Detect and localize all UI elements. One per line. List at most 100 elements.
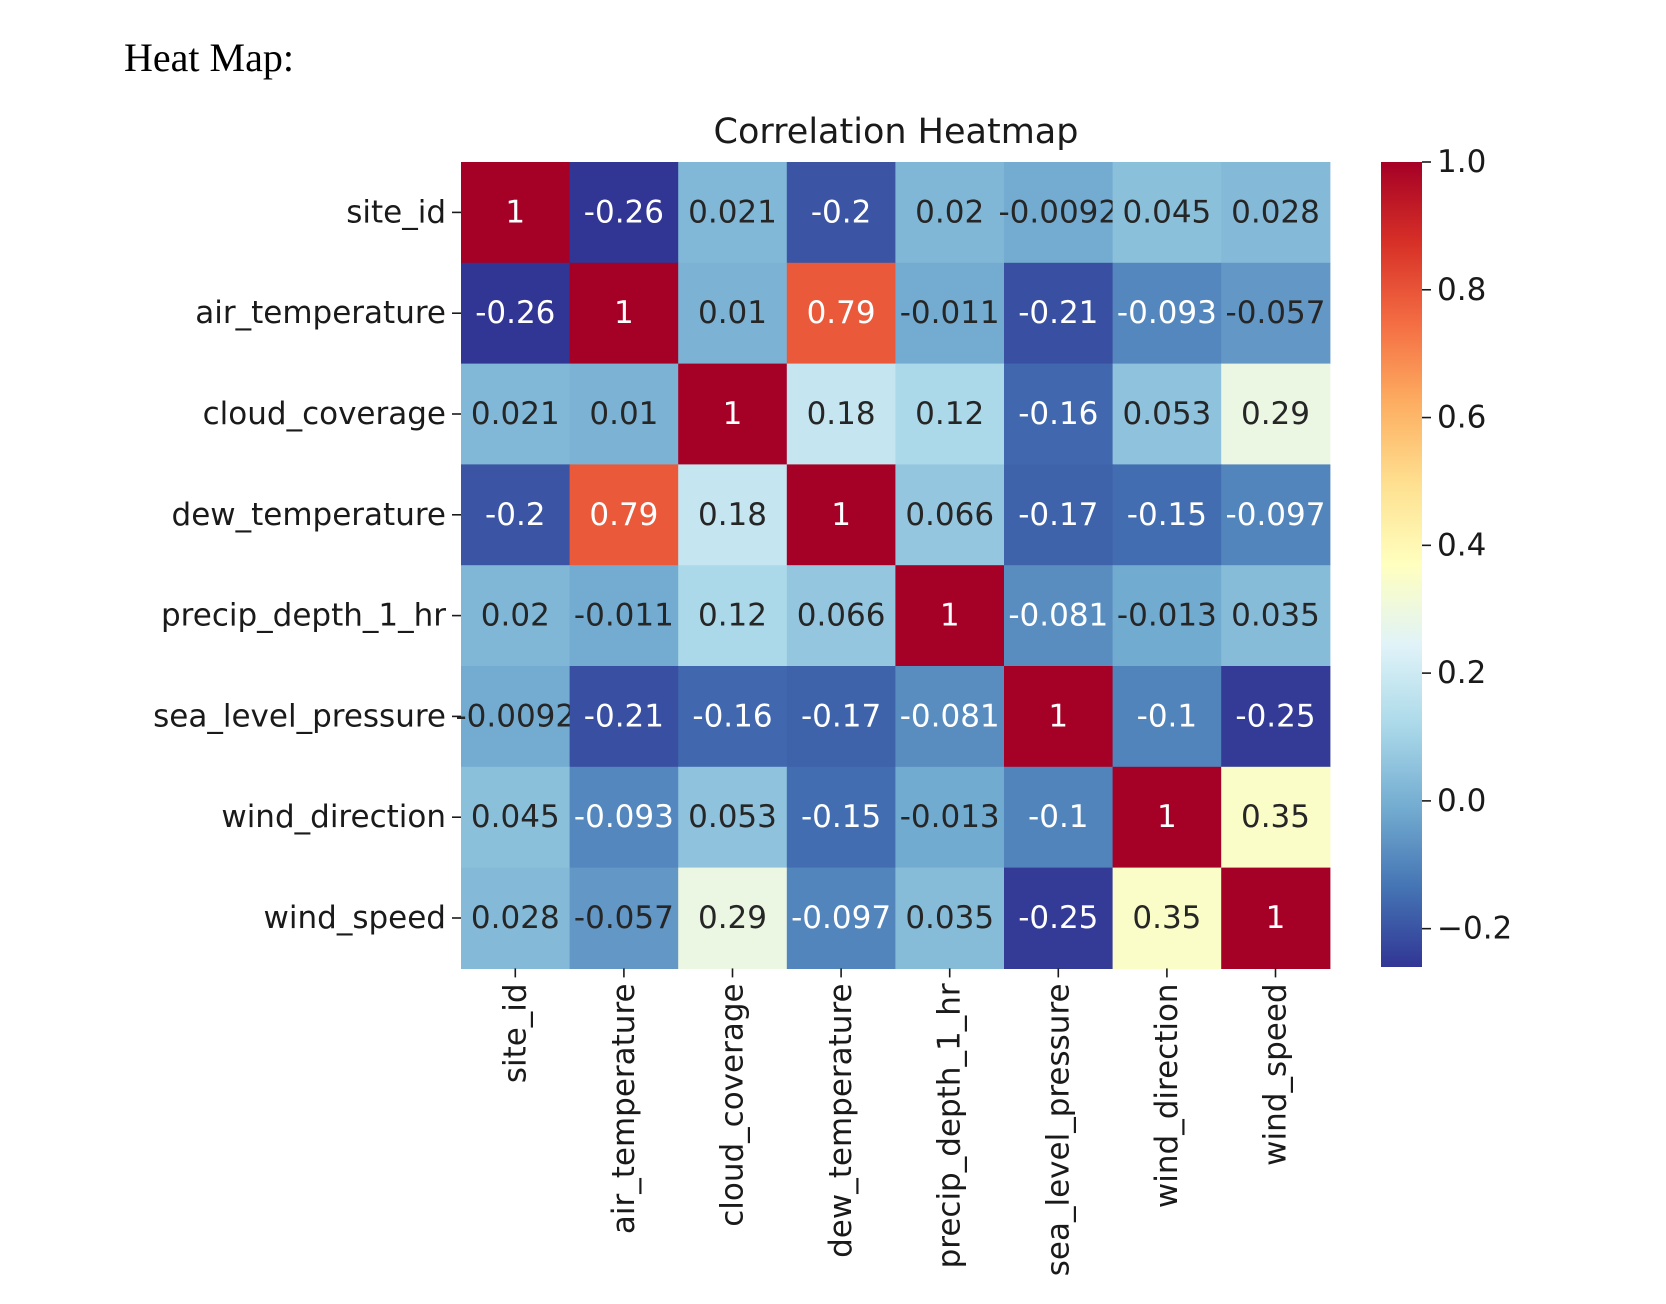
heatmap-cell-sea_level_pressure-air_temperature xyxy=(569,666,679,768)
cell-annotation: 0.29 xyxy=(698,900,767,936)
cell-annotation: 0.35 xyxy=(1132,900,1201,936)
heatmap-cell-wind_speed-wind_direction xyxy=(1112,867,1222,969)
heatmap-cell-wind_direction-precip_depth_1_hr xyxy=(895,766,1005,869)
cell-annotation: 0.021 xyxy=(471,396,560,432)
heatmap-cell-wind_speed-site_id xyxy=(461,867,571,969)
row-label-dew_temperature: dew_temperature xyxy=(172,497,446,533)
heatmap-cell-cloud_coverage-wind_speed xyxy=(1221,363,1331,465)
heatmap-cell-site_id-sea_level_pressure xyxy=(1004,162,1114,264)
heatmap-cell-cloud_coverage-dew_temperature xyxy=(786,363,896,465)
cell-annotation: 1 xyxy=(1266,900,1286,936)
colorbar-tick-label: 0.0 xyxy=(1437,783,1486,819)
cell-annotation: -0.097 xyxy=(791,900,891,936)
heatmap-cell-cloud_coverage-site_id xyxy=(461,363,571,465)
heatmap-cell-wind_direction-sea_level_pressure xyxy=(1004,766,1114,869)
cell-annotation: -0.093 xyxy=(574,799,674,835)
colorbar-tick-label: 0.4 xyxy=(1437,527,1486,563)
heatmap-cell-precip_depth_1_hr-sea_level_pressure xyxy=(1004,565,1114,667)
cell-annotation: 0.18 xyxy=(807,396,876,432)
heatmap-cell-dew_temperature-precip_depth_1_hr xyxy=(895,464,1005,566)
heatmap-cell-air_temperature-dew_temperature xyxy=(786,262,896,365)
cell-annotation: 1 xyxy=(614,295,634,331)
cell-annotation: 1 xyxy=(1048,698,1068,734)
cell-annotation: 1 xyxy=(831,497,851,533)
heatmap-cell-dew_temperature-wind_direction xyxy=(1112,464,1222,566)
heatmap-cell-site_id-wind_direction xyxy=(1112,162,1222,264)
cell-annotation: -0.097 xyxy=(1226,497,1326,533)
cell-annotation: 0.045 xyxy=(1123,194,1212,230)
cell-annotation: -0.25 xyxy=(1235,698,1315,734)
cell-annotation: -0.081 xyxy=(1008,598,1108,634)
heatmap-cell-precip_depth_1_hr-air_temperature xyxy=(569,565,679,667)
heatmap-cells: 1 -0.26 0.021 -0.2 0.02 -0.0092 0.045 0.028-0.2… xyxy=(455,162,1331,969)
heatmap-cell-dew_temperature-wind_speed xyxy=(1221,464,1331,566)
row-label-wind_direction: wind_direction xyxy=(221,799,446,835)
heatmap-cell-cloud_coverage-sea_level_pressure xyxy=(1004,363,1114,465)
heatmap-cell-air_temperature-site_id xyxy=(461,262,571,365)
cell-annotation: -0.17 xyxy=(801,698,881,734)
heatmap-cell-wind_speed-precip_depth_1_hr xyxy=(895,867,1005,969)
cell-annotation: -0.081 xyxy=(900,698,1000,734)
column-label-cloud_coverage: cloud_coverage xyxy=(715,983,751,1226)
row-label-air_temperature: air_temperature xyxy=(195,295,446,331)
cell-annotation: 0.12 xyxy=(915,396,984,432)
cell-annotation: -0.013 xyxy=(900,799,1000,835)
cell-annotation: 0.028 xyxy=(1231,194,1320,230)
heatmap-cell-air_temperature-cloud_coverage xyxy=(678,262,788,365)
heatmap-cell-cloud_coverage-air_temperature xyxy=(569,363,679,465)
colorbar-tick-label: 0.8 xyxy=(1437,272,1486,308)
cell-annotation: -0.011 xyxy=(574,598,674,634)
heatmap-cell-precip_depth_1_hr-wind_speed xyxy=(1221,565,1331,667)
heatmap-cell-wind_speed-wind_speed xyxy=(1221,867,1331,969)
cell-annotation: 0.053 xyxy=(688,799,777,835)
row-tick-labels: site_id air_temperature cloud_coverage dew_… xyxy=(153,194,461,936)
colorbar-tick-label: −0.2 xyxy=(1437,911,1512,947)
document-heading: Heat Map: xyxy=(124,35,294,80)
heatmap-cell-wind_direction-air_temperature xyxy=(569,766,679,869)
cell-annotation: 0.021 xyxy=(688,194,777,230)
cell-annotation: 0.02 xyxy=(915,194,984,230)
cell-annotation: -0.17 xyxy=(1018,497,1098,533)
heatmap-cell-dew_temperature-sea_level_pressure xyxy=(1004,464,1114,566)
heatmap-cell-wind_direction-wind_speed xyxy=(1221,766,1331,869)
heatmap-cell-dew_temperature-dew_temperature xyxy=(786,464,896,566)
cell-annotation: 0.01 xyxy=(698,295,767,331)
colorbar: 1.0 0.8 0.6 0.4 0.2 0.0 −0.2 xyxy=(1381,144,1512,967)
cell-annotation: -0.013 xyxy=(1117,598,1217,634)
cell-annotation: -0.2 xyxy=(811,194,872,230)
heatmap-cell-site_id-site_id xyxy=(461,162,571,264)
cell-annotation: 0.29 xyxy=(1241,396,1310,432)
cell-annotation: 0.035 xyxy=(1231,598,1320,634)
cell-annotation: -0.011 xyxy=(900,295,1000,331)
cell-annotation: 0.045 xyxy=(471,799,560,835)
heatmap-cell-precip_depth_1_hr-dew_temperature xyxy=(786,565,896,667)
cell-annotation: -0.2 xyxy=(485,497,546,533)
heatmap-cell-precip_depth_1_hr-cloud_coverage xyxy=(678,565,788,667)
heatmap-cell-wind_speed-sea_level_pressure xyxy=(1004,867,1114,969)
heatmap-cell-air_temperature-sea_level_pressure xyxy=(1004,262,1114,365)
heatmap-cell-sea_level_pressure-sea_level_pressure xyxy=(1004,666,1114,768)
cell-annotation: -0.15 xyxy=(801,799,881,835)
heatmap-cell-site_id-dew_temperature xyxy=(786,162,896,264)
column-label-wind_speed: wind_speed xyxy=(1258,983,1294,1165)
row-label-wind_speed: wind_speed xyxy=(264,900,446,936)
heatmap-cell-site_id-precip_depth_1_hr xyxy=(895,162,1005,264)
colorbar-tick-label: 0.2 xyxy=(1437,655,1486,691)
heatmap-cell-precip_depth_1_hr-site_id xyxy=(461,565,571,667)
cell-annotation: 0.35 xyxy=(1241,799,1310,835)
row-label-sea_level_pressure: sea_level_pressure xyxy=(153,698,446,734)
chart-title: Correlation Heatmap xyxy=(714,112,1079,152)
cell-annotation: 0.79 xyxy=(807,295,876,331)
cell-annotation: 1 xyxy=(505,194,525,230)
heatmap-cell-site_id-cloud_coverage xyxy=(678,162,788,264)
cell-annotation: -0.26 xyxy=(475,295,555,331)
cell-annotation: -0.21 xyxy=(1018,295,1098,331)
cell-annotation: 0.035 xyxy=(905,900,994,936)
heatmap-cell-air_temperature-air_temperature xyxy=(569,262,679,365)
heatmap-cell-wind_direction-site_id xyxy=(461,766,571,869)
heatmap-cell-wind_speed-air_temperature xyxy=(569,867,679,969)
heatmap-cell-precip_depth_1_hr-precip_depth_1_hr xyxy=(895,565,1005,667)
heatmap-cell-sea_level_pressure-site_id xyxy=(461,666,571,768)
heatmap-cell-wind_direction-wind_direction xyxy=(1112,766,1222,869)
column-tick-labels: site_id air_temperature cloud_coverage dew_… xyxy=(497,968,1294,1276)
